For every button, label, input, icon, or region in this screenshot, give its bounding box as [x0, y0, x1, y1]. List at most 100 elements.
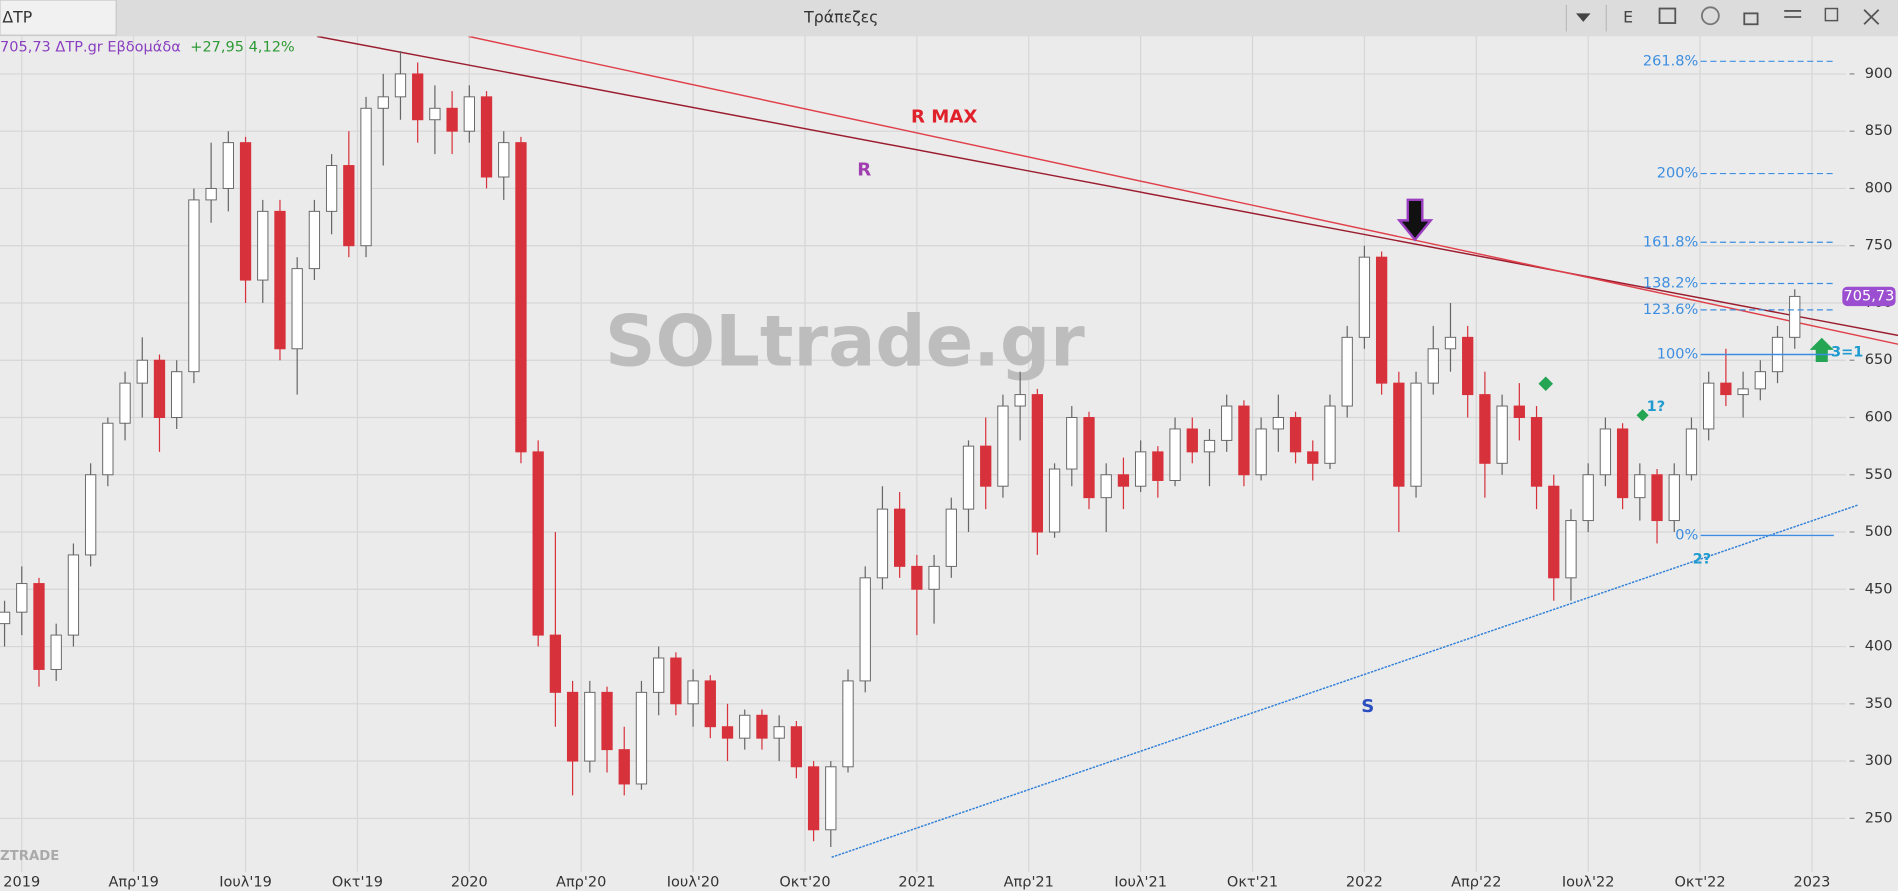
- candle-body: [1582, 474, 1594, 522]
- candle-body: [1358, 256, 1371, 338]
- candle-body: [721, 726, 734, 739]
- candle-body: [1238, 405, 1250, 476]
- candle-body: [1324, 405, 1336, 464]
- candle-body: [515, 142, 527, 453]
- candle-body: [1599, 428, 1612, 476]
- symbol[interactable]: ΔΤΡ: [2, 8, 32, 27]
- grid: [0, 36, 1855, 872]
- candle-body: [16, 583, 28, 613]
- down-arrow-marker: [1396, 198, 1434, 242]
- symbol-tab[interactable]: [0, 0, 117, 36]
- candle-body: [1530, 417, 1543, 487]
- candle-body: [205, 187, 217, 201]
- candle-body: [446, 107, 458, 132]
- y-tick-label: 900: [1865, 66, 1893, 82]
- fib-label: 261.8%: [1643, 53, 1698, 69]
- candle-body: [33, 583, 45, 670]
- candle-body: [188, 199, 200, 373]
- candle-body: [601, 691, 613, 751]
- candle-body: [498, 142, 510, 178]
- candle-body: [1272, 417, 1284, 430]
- candle-body: [1685, 428, 1698, 476]
- y-tick-label: 500: [1865, 524, 1893, 540]
- candle-body: [790, 726, 803, 768]
- annotation: 3=1: [1831, 344, 1863, 360]
- candle-body: [1410, 382, 1422, 487]
- x-tick-label: Ιουλ'19: [219, 874, 272, 890]
- x-tick-label: Ιουλ'21: [1114, 874, 1167, 890]
- candle-body: [1444, 336, 1457, 350]
- candle-body: [1221, 405, 1233, 441]
- plot: [0, 36, 1898, 858]
- y-tick-label: 300: [1865, 753, 1893, 769]
- candle-body: [1565, 520, 1577, 579]
- x-tick-label: Οκτ'20: [779, 874, 830, 890]
- annotation: 2?: [1693, 551, 1712, 567]
- candle-body: [308, 210, 321, 270]
- diamond-marker: [1538, 376, 1554, 392]
- candle-body: [1651, 474, 1663, 522]
- icon-button[interactable]: [1700, 6, 1720, 26]
- candle-body: [1048, 468, 1061, 533]
- e-button[interactable]: E: [1623, 8, 1633, 27]
- annotation: 1?: [1647, 399, 1666, 415]
- candle-body: [756, 714, 768, 739]
- restore-button[interactable]: [1824, 7, 1839, 22]
- x-tick-label: Απρ'21: [1004, 874, 1054, 890]
- diamond-marker: [1636, 409, 1649, 422]
- candle-body: [1014, 394, 1026, 407]
- candle-body: [119, 382, 131, 424]
- lock-button[interactable]: [1743, 12, 1759, 26]
- candle-body: [239, 142, 252, 281]
- candle-body: [635, 691, 648, 785]
- candle-body: [1341, 336, 1353, 407]
- candle-body: [1513, 405, 1525, 418]
- candle-body: [1134, 451, 1147, 487]
- x-tick-label: 2019: [3, 874, 40, 890]
- candle-body: [911, 565, 923, 590]
- candle-body: [739, 714, 751, 739]
- watermark: SOLtrade.gr: [605, 300, 1085, 382]
- candle-body: [1031, 394, 1044, 533]
- candle-body: [1083, 417, 1095, 499]
- panel-button[interactable]: [1658, 7, 1677, 24]
- candle-body: [1668, 474, 1680, 522]
- candle-body: [222, 142, 234, 189]
- candle-body: [1720, 382, 1732, 396]
- candle-body: [1616, 428, 1629, 499]
- candle-body: [0, 611, 11, 625]
- candle-body: [343, 165, 355, 247]
- candle-body: [360, 107, 372, 247]
- candle-body: [980, 445, 992, 487]
- candle-body: [1100, 474, 1112, 499]
- y-tick-label: 400: [1865, 639, 1893, 655]
- candle-body: [1169, 428, 1181, 481]
- candle-body: [928, 565, 940, 590]
- candle-body: [1548, 485, 1560, 579]
- x-tick-label: Ιουλ'22: [1562, 874, 1615, 890]
- fib-label: 138.2%: [1643, 276, 1698, 292]
- candle-body: [876, 508, 889, 579]
- fib-label: 100%: [1657, 347, 1699, 363]
- header-info: 705,73 ΔΤΡ.gr Εβδομάδα +27,95 4,12%: [0, 39, 295, 55]
- candle-body: [257, 210, 269, 281]
- fib-label: 161.8%: [1643, 234, 1698, 250]
- y-tick-label: 350: [1865, 696, 1893, 712]
- candle-body: [1375, 256, 1388, 384]
- candle-body: [1307, 451, 1319, 464]
- close-button[interactable]: [1863, 9, 1880, 25]
- candle-body: [704, 680, 716, 728]
- dropdown-button[interactable]: [1576, 13, 1591, 22]
- menu-button[interactable]: [1784, 10, 1802, 18]
- candle-body: [1289, 417, 1302, 453]
- candle-body: [1479, 394, 1491, 464]
- candle-body: [584, 691, 596, 762]
- trendline: [831, 504, 1859, 858]
- x-tick-label: 2022: [1346, 874, 1383, 890]
- y-tick-label: 550: [1865, 467, 1893, 483]
- candle-body: [670, 657, 682, 705]
- candle-body: [84, 474, 97, 556]
- trendline-label: S: [1361, 696, 1374, 717]
